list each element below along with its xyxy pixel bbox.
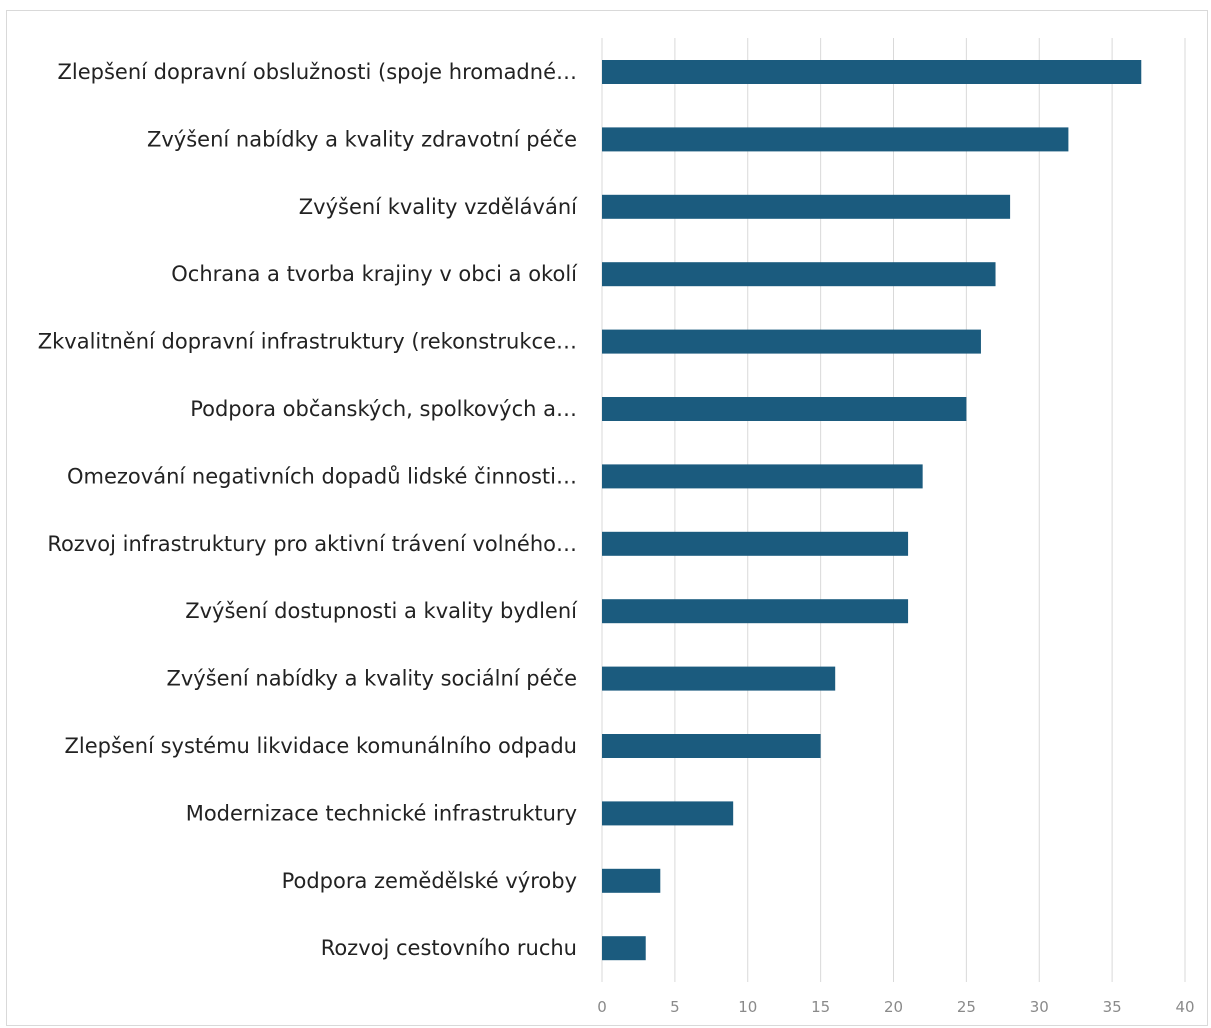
x-tick-label: 20 bbox=[884, 998, 903, 1016]
x-axis-ticks: 0 5 10 15 20 25 30 35 40 bbox=[597, 998, 1194, 1016]
bar bbox=[602, 397, 967, 421]
bar bbox=[602, 127, 1069, 152]
category-labels: Zlepšení dopravní obslužnosti (spoje hro… bbox=[38, 60, 578, 960]
category-label: Rozvoj infrastruktury pro aktivní tráven… bbox=[47, 532, 577, 556]
bar bbox=[602, 666, 836, 691]
x-tick-label: 0 bbox=[597, 998, 607, 1016]
bar bbox=[602, 801, 734, 826]
bar bbox=[602, 531, 909, 556]
category-label: Rozvoj cestovního ruchu bbox=[321, 936, 577, 960]
category-label: Ochrana a tvorba krajiny v obci a okolí bbox=[171, 262, 578, 286]
bar bbox=[602, 734, 821, 758]
category-label: Zvýšení kvality vzdělávání bbox=[299, 195, 578, 219]
bars bbox=[602, 60, 1142, 961]
category-label: Omezování negativních dopadů lidské činn… bbox=[67, 464, 577, 488]
chart-frame bbox=[6, 10, 1208, 1026]
x-tick-label: 25 bbox=[957, 998, 976, 1016]
category-label: Zvýšení nabídky a kvality zdravotní péče bbox=[147, 127, 577, 151]
category-label: Podpora zemědělské výroby bbox=[282, 869, 577, 893]
category-label: Zlepšení dopravní obslužnosti (spoje hro… bbox=[58, 60, 578, 84]
x-tick-label: 10 bbox=[738, 998, 757, 1016]
bar bbox=[602, 262, 996, 287]
x-tick-label: 35 bbox=[1103, 998, 1122, 1016]
category-label: Podpora občanských, spolkových a… bbox=[190, 397, 577, 421]
bar bbox=[602, 329, 981, 354]
category-label: Zvýšení dostupnosti a kvality bydlení bbox=[185, 599, 578, 623]
bar bbox=[602, 868, 661, 893]
category-label: Zvýšení nabídky a kvality sociální péče bbox=[166, 667, 577, 691]
x-tick-label: 15 bbox=[811, 998, 830, 1016]
category-label: Zkvalitnění dopravní infrastruktury (rek… bbox=[38, 330, 577, 354]
category-label: Modernizace technické infrastruktury bbox=[186, 801, 577, 825]
bar bbox=[602, 936, 646, 961]
gridlines bbox=[601, 38, 1186, 982]
bar bbox=[602, 464, 923, 489]
bar bbox=[602, 599, 909, 624]
category-label: Zlepšení systému likvidace komunálního o… bbox=[64, 734, 577, 758]
bar bbox=[602, 60, 1142, 84]
x-tick-label: 30 bbox=[1030, 998, 1049, 1016]
x-tick-label: 5 bbox=[670, 998, 680, 1016]
x-tick-label: 40 bbox=[1175, 998, 1194, 1016]
bar bbox=[602, 194, 1011, 219]
